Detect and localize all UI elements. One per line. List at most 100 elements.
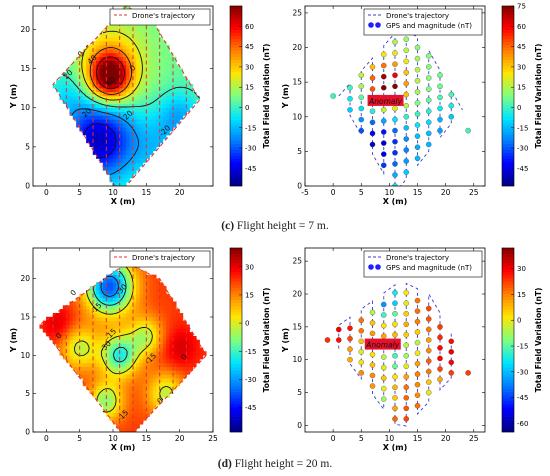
gps-point	[403, 405, 409, 412]
contour--40	[83, 123, 117, 159]
trajectory-path	[338, 29, 463, 186]
gps-point	[380, 107, 387, 113]
caption-c: (c) Flight height = 7 m.	[0, 220, 550, 232]
gps-point	[358, 127, 364, 134]
colorbar-tick-label: 45	[245, 43, 254, 51]
y-axis-label: Y (m)	[9, 328, 18, 353]
colorbar-tick-label: -60	[517, 420, 528, 428]
y-axis-label: Y (m)	[281, 328, 290, 353]
colorbar-tick-label: 30	[517, 63, 526, 71]
gps-point	[358, 349, 364, 355]
gps-point	[403, 136, 409, 142]
gps-point	[392, 363, 398, 370]
y-tick-label: 25	[292, 8, 302, 17]
caption-d-text: Flight height = 20 m.	[231, 458, 333, 470]
legend-marker	[368, 264, 374, 270]
colorbar-tick-label: -45	[517, 394, 528, 402]
gps-point	[392, 61, 398, 67]
y-tick-label: 25	[292, 257, 302, 266]
caption-d: (d) Flight height = 20 m.	[0, 458, 550, 470]
colorbar-tick-label: -45	[517, 165, 528, 173]
gps-point	[425, 368, 432, 375]
y-tick-label: 15	[20, 64, 30, 73]
gps-point	[414, 402, 421, 409]
gps-point	[414, 78, 421, 84]
gps-point	[437, 376, 443, 383]
gps-point	[414, 89, 421, 95]
gps-point	[358, 72, 364, 78]
anomaly-box	[364, 338, 401, 350]
gps-point	[380, 354, 387, 360]
gps-point	[425, 75, 432, 81]
gps-point	[358, 338, 364, 345]
gps-point	[324, 337, 331, 343]
contour-label: 0	[68, 288, 78, 298]
gps-point	[380, 162, 387, 168]
x-tick-label: 5	[77, 188, 82, 197]
gps-point	[369, 64, 376, 70]
gps-point	[465, 370, 471, 376]
gps-point	[380, 333, 387, 339]
x-tick-label: 0	[44, 434, 49, 443]
gps-point	[414, 339, 421, 346]
x-tick-label: -5	[301, 188, 309, 197]
x-tick-label: 25	[469, 188, 479, 197]
gps-point	[448, 349, 454, 355]
gps-point	[358, 317, 364, 324]
gps-point	[448, 338, 454, 345]
x-tick-label: 15	[413, 188, 423, 197]
gps-point	[392, 116, 398, 123]
trajectory-c-right	[338, 29, 463, 186]
contour-label: 0	[179, 352, 189, 362]
gps-point	[425, 130, 432, 137]
contour-0	[62, 74, 201, 108]
colorbar-tick-label: 15	[245, 84, 254, 92]
gps-point	[347, 84, 353, 91]
contour-label: 0	[54, 331, 64, 341]
y-tick-label: 10	[20, 103, 30, 112]
gps-point	[437, 324, 443, 330]
gps-point	[330, 93, 336, 99]
colorbar-tick-label: 15	[517, 84, 526, 92]
gps-point	[380, 51, 387, 58]
y-tick-label: 5	[25, 142, 30, 151]
gps-point	[347, 96, 353, 102]
gps-point	[414, 350, 421, 356]
gps-point	[369, 330, 376, 337]
colorbar-tick-label: -15	[517, 124, 528, 132]
gps-point	[414, 100, 421, 106]
field-c-left	[52, 6, 200, 186]
gps-point	[392, 395, 398, 401]
gps-point	[380, 73, 387, 80]
colorbar-tick-label: -15	[517, 343, 528, 351]
colorbar-label: Total Field Variation (nT)	[534, 44, 543, 149]
gps-point	[414, 308, 421, 314]
x-tick-label: 5	[359, 434, 364, 443]
contours-c-left	[62, 30, 201, 176]
colorbar-tick-label: 30	[245, 63, 254, 71]
gps-point	[392, 150, 398, 156]
x-tick-label: 10	[385, 188, 395, 197]
x-axis-label: X (m)	[111, 197, 136, 206]
plot-area-d-right	[324, 282, 471, 427]
gps-point	[369, 351, 376, 358]
y-tick-label: 10	[292, 355, 302, 364]
gps-point	[437, 334, 443, 341]
gps-point	[347, 325, 353, 331]
colorbar-tick-label: -30	[245, 376, 256, 384]
x-tick-label: 20	[175, 434, 185, 443]
gps-point	[369, 75, 376, 81]
colorbar-tick-label: -15	[245, 124, 256, 132]
gps-point	[392, 300, 398, 306]
gps-point	[425, 316, 432, 322]
colorbar-tick-label: -30	[245, 145, 256, 153]
contour--20	[71, 108, 140, 176]
legend-label: GPS and magnitude (nT)	[386, 264, 472, 272]
gps-point	[380, 301, 387, 308]
x-tick-label: 15	[142, 188, 152, 197]
gps-point	[425, 337, 432, 343]
colorbar-frame	[229, 247, 243, 433]
gps-point	[414, 381, 421, 388]
gps-point	[448, 114, 454, 120]
